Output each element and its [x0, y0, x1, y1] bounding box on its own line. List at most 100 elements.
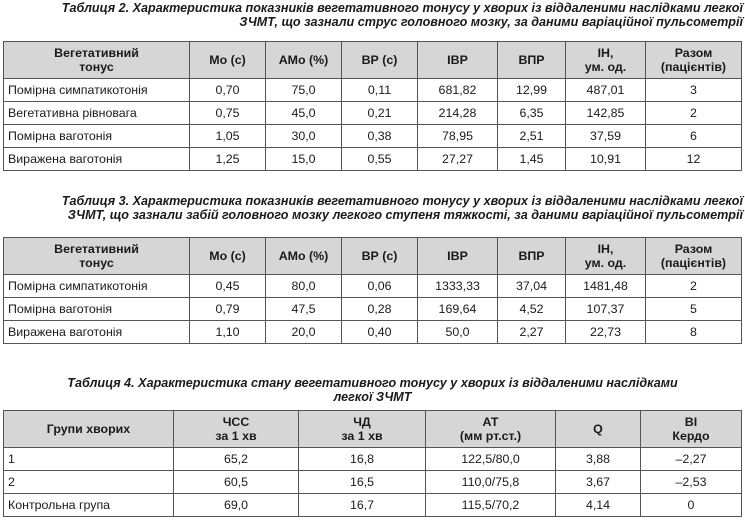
table3-header-6-line-0: ІН, — [597, 242, 614, 256]
table3-body: Помірна симпатикотонія 0,45 80,0 0,06 1333,3… — [3, 274, 742, 344]
table-cell: 80,0 — [265, 274, 342, 298]
table4-header-2-line-0: ЧД — [353, 415, 371, 429]
table-cell: 30,0 — [265, 124, 342, 148]
table-cell: 15,0 — [265, 147, 342, 171]
table-cell: 27,27 — [417, 147, 498, 171]
table2-header-6-line-1: ум. од. — [584, 60, 627, 74]
table3-header-6: ІН, ум. од. — [565, 237, 646, 275]
table4-header-0: Групи хворих — [3, 410, 174, 448]
table2-header-7-line-1: (пацієнтів) — [660, 60, 727, 74]
table-cell: 16,5 — [298, 470, 426, 494]
table2-header-0: Вегетативний тонус — [3, 41, 190, 79]
table3-caption: Таблиця 3. Характеристика показників вег… — [0, 194, 743, 222]
table-cell: 12,99 — [497, 78, 566, 102]
table-cell: 3,88 — [555, 447, 641, 471]
table-cell: 60,5 — [173, 470, 299, 494]
table-cell: 2,27 — [497, 320, 566, 344]
row-label: 2 — [3, 470, 174, 494]
table4-header-1-line-0: ЧСС — [222, 415, 250, 429]
table3-header-5: ВПР — [497, 237, 566, 275]
row-label: 1 — [3, 447, 174, 471]
table-cell: 50,0 — [417, 320, 498, 344]
table3-header-row: Вегетативний тонус Мо (с) АМо (%) ВР (с) ІВР В… — [3, 237, 742, 275]
table2-header-4-line-0: ІВР — [447, 53, 468, 67]
table-row: Помірна симпатикотонія 0,45 80,0 0,06 1333,3… — [3, 274, 742, 298]
table-row: Виражена ваготонія 1,10 20,0 0,40 50,0 2,27 22… — [3, 320, 742, 344]
table3-header-0-line-1: тонус — [79, 256, 114, 270]
table2-header-1: Мо (с) — [189, 41, 266, 79]
table-cell: 75,0 — [265, 78, 342, 102]
table3-header-0-line-0: Вегетативний — [54, 242, 139, 256]
table-cell: 47,5 — [265, 297, 342, 321]
table-cell: 3,67 — [555, 470, 641, 494]
table3-caption-line2: ЗЧМТ, що зазнали забій головного мозку л… — [67, 208, 743, 222]
table4-caption: Таблиця 4. Характеристика стану вегетати… — [0, 376, 745, 404]
table-row: Контрольна група 69,0 16,7 115,5/70,2 4,14 0 — [3, 493, 742, 517]
table-cell: 3 — [645, 78, 742, 102]
table2-header-2-line-0: АМо (%) — [278, 53, 329, 67]
table3-header-2-line-0: АМо (%) — [278, 249, 329, 263]
table-cell: 2 — [645, 274, 742, 298]
table2-header-7: Разом (пацієнтів) — [645, 41, 742, 79]
table4-header-5-line-0: ВІ — [684, 415, 698, 429]
table-cell: 69,0 — [173, 493, 299, 517]
table-cell: 1,25 — [189, 147, 266, 171]
table3-header-3-line-0: ВР (с) — [361, 249, 398, 263]
table-cell: 122,5/80,0 — [425, 447, 556, 471]
row-label: Виражена ваготонія — [3, 320, 190, 344]
table-cell: 0,55 — [341, 147, 418, 171]
table-cell: 115,5/70,2 — [425, 493, 556, 517]
table-cell: 487,01 — [565, 78, 646, 102]
table4-header-3: АТ (мм рт.ст.) — [425, 410, 556, 448]
table-cell: 169,64 — [417, 297, 498, 321]
table-cell: 0,70 — [189, 78, 266, 102]
table2-caption-line2: ЗЧМТ, що зазнали струс головного мозку, … — [239, 15, 743, 29]
table-cell: 6,35 — [497, 101, 566, 125]
table-cell: 0,79 — [189, 297, 266, 321]
table-row: 2 60,5 16,5 110,0/75,8 3,67 –2,53 — [3, 470, 742, 494]
table3-header-7-line-0: Разом — [674, 242, 713, 256]
row-label: Помірна ваготонія — [3, 124, 190, 148]
table-cell: 20,0 — [265, 320, 342, 344]
table3-header-4-line-0: ІВР — [447, 249, 468, 263]
table-cell: 0,40 — [341, 320, 418, 344]
table-row: Помірна ваготонія 0,79 47,5 0,28 169,64 4,52 1… — [3, 297, 742, 321]
row-label: Помірна симпатикотонія — [3, 274, 190, 298]
table-cell: 4,14 — [555, 493, 641, 517]
table-cell: 16,8 — [298, 447, 426, 471]
table-cell: 0 — [640, 493, 742, 517]
table-row: Помірна симпатикотонія 0,70 75,0 0,11 681,82… — [3, 78, 742, 102]
table2-caption: Таблиця 2. Характеристика показників вег… — [0, 1, 743, 29]
table-cell: 214,28 — [417, 101, 498, 125]
table4-caption-line2: легкої ЗЧМТ — [333, 390, 412, 404]
table-cell: 37,59 — [565, 124, 646, 148]
table-cell: 1,05 — [189, 124, 266, 148]
table-cell: 1481,48 — [565, 274, 646, 298]
table-cell: 37,04 — [497, 274, 566, 298]
table2-header-2: АМо (%) — [265, 41, 342, 79]
table2: Вегетативний тонус Мо (с) АМо (%) ВР (с) ІВР В… — [3, 41, 742, 171]
table3-header-6-line-1: ум. од. — [584, 256, 627, 270]
table4-header-1: ЧСС за 1 хв — [173, 410, 299, 448]
table4-header-4: Q — [555, 410, 641, 448]
table2-header-7-line-0: Разом — [674, 46, 713, 60]
table4-header-2-line-1: за 1 хв — [341, 429, 383, 443]
table4-header-row: Групи хворих ЧСС за 1 хв ЧД за 1 хв АТ (мм рт.… — [3, 410, 742, 448]
table2-header-4: ІВР — [417, 41, 498, 79]
table2-header-0-line-1: тонус — [79, 60, 114, 74]
table-cell: 681,82 — [417, 78, 498, 102]
table4-header-4-line-0: Q — [593, 422, 603, 436]
table-cell: 1,10 — [189, 320, 266, 344]
table3-header-5-line-0: ВПР — [518, 249, 545, 263]
table-cell: 142,85 — [565, 101, 646, 125]
table4: Групи хворих ЧСС за 1 хв ЧД за 1 хв АТ (мм рт.… — [3, 410, 742, 517]
table4-header-3-line-1: (мм рт.ст.) — [459, 429, 522, 443]
table2-header-5-line-0: ВПР — [518, 53, 545, 67]
table-cell: –2,27 — [640, 447, 742, 471]
table4-body: 1 65,2 16,8 122,5/80,0 3,88 –2,27 2 60,5 16,5 110… — [3, 447, 742, 517]
table-row: Вегетативна рівновага 0,75 45,0 0,21 214,28 6… — [3, 101, 742, 125]
table4-header-5-line-1: Кердо — [672, 429, 710, 443]
table4-header-2: ЧД за 1 хв — [298, 410, 426, 448]
table-row: 1 65,2 16,8 122,5/80,0 3,88 –2,27 — [3, 447, 742, 471]
table-cell: 22,73 — [565, 320, 646, 344]
